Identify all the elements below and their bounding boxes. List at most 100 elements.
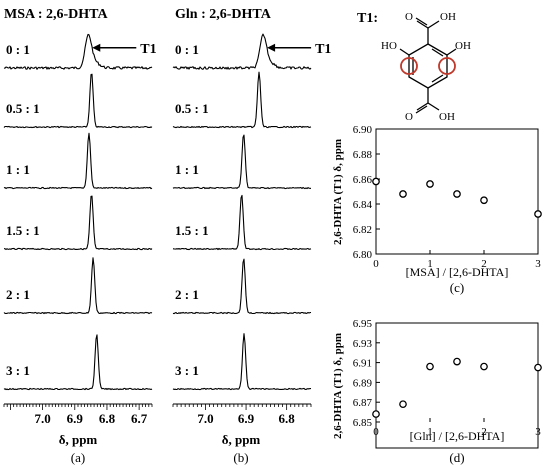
t1-arrow-head: [267, 43, 276, 52]
x-tick-label: 0: [373, 258, 379, 270]
panel-a-title: MSA : 2,6-DHTA: [4, 7, 108, 22]
spectrum-0p51: [172, 71, 312, 129]
t1-label: T1: [140, 42, 156, 57]
x-tick-label: 2: [481, 426, 487, 438]
ratio-label: 3 : 1: [6, 363, 30, 378]
t1-arrow-head: [92, 43, 101, 52]
x-axis-label-c: [MSA] / [2,6-DHTA]: [406, 265, 509, 279]
ratio-label: 1.5 : 1: [6, 223, 40, 238]
y-tick-label: 6.80: [353, 249, 373, 261]
y-tick-label: 6.82: [353, 224, 372, 236]
x-tick-label: 1: [427, 426, 433, 438]
x-axis-label-d: [Gln] / [2,6-DHTA]: [410, 429, 505, 443]
top-carbonyl-o: O: [405, 11, 413, 23]
ratio-label: 0 : 1: [175, 42, 199, 57]
plot-frame-c: [375, 128, 539, 255]
y-tick-label: 6.88: [353, 149, 373, 161]
dhta-structure: T1: O OH HO OH O: [357, 11, 471, 123]
y-tick-label: 6.91: [353, 358, 372, 370]
x-tick-label: 2: [481, 258, 487, 270]
ratio-label: 1 : 1: [6, 162, 30, 177]
y-axis-label-d: 2,6-DHTA (T1) δ, ppm: [332, 333, 344, 439]
tick-label: 6.7: [131, 411, 148, 426]
x-tick-label: 1: [427, 258, 433, 270]
shift-plot-gln: 6.85 6.87 6.89 6.91 6.93 6.95 0 1 2 3 2,6-DHTA (T…: [332, 318, 542, 465]
panel-label-d: (d): [449, 450, 464, 465]
data-point: [480, 196, 488, 205]
plot-area-d: 6.85 6.87 6.89 6.91 6.93 6.95 0 1 2 3: [353, 318, 542, 438]
y-tick-label: 6.87: [353, 397, 373, 409]
spectra-stack-a: 0 : 1 T1 0.5 : 1 1 : 1 1.5 : 1 2 : 1 3 : 1: [3, 33, 157, 391]
y-axis-label-c: 2,6-DHTA (T1) δ, ppm: [332, 139, 344, 245]
left-hydroxyl: HO: [381, 40, 397, 52]
structure-label: T1:: [357, 11, 378, 26]
x-tick-label: 3: [535, 258, 541, 270]
plot-area-c: 6.80 6.82 6.84 6.86 6.88 6.90 0 1 2 3: [353, 124, 542, 270]
ratio-label: 2 : 1: [175, 287, 199, 302]
spectrum-0p51: [3, 73, 153, 129]
top-carboxyl: O OH: [405, 11, 456, 44]
x-axis-a: 7.0 6.9 6.8 6.7: [3, 403, 153, 426]
nmr-panel-msa: MSA : 2,6-DHTA 0 : 1 T1 0.5 : 1 1 : 1 1.5 : …: [3, 7, 157, 465]
x-tick-label: 0: [373, 426, 379, 438]
x-tick-label: 3: [535, 426, 541, 438]
spectrum-01: [172, 33, 312, 70]
tick-label: 6.9: [67, 411, 84, 426]
plot-frame-d: [375, 322, 539, 449]
bottom-carbonyl-o: O: [405, 111, 413, 123]
y-tick-label: 6.86: [353, 174, 373, 186]
ratio-label: 0.5 : 1: [175, 101, 209, 116]
data-point: [534, 210, 542, 218]
y-tick-label: 6.85: [353, 417, 373, 429]
ratio-label: 1 : 1: [175, 162, 199, 177]
data-point: [372, 177, 380, 186]
right-hydroxyl: OH: [455, 40, 471, 52]
spectrum-11: [172, 134, 312, 190]
spectrum-21: [172, 258, 312, 315]
t1-proton-marker-left: [400, 57, 418, 75]
panel-b-title: Gln : 2,6-DHTA: [175, 7, 272, 22]
y-tick-label: 6.90: [353, 124, 373, 136]
spectra-stack-b: 0 : 1 T1 0.5 : 1 1 : 1 1.5 : 1 2 : 1 3 : 1: [172, 33, 331, 391]
bottom-carboxyl: O OH: [405, 88, 455, 123]
ratio-label: 1.5 : 1: [175, 223, 209, 238]
data-point: [372, 410, 380, 418]
spectrum-01: [3, 33, 153, 70]
tick-label: 6.8: [279, 411, 296, 426]
panel-label-c: (c): [450, 280, 464, 295]
tick-label: 6.9: [238, 411, 255, 426]
data-point: [453, 357, 461, 366]
ratio-label: 3 : 1: [175, 363, 199, 378]
ratio-label: 0.5 : 1: [6, 101, 40, 116]
x-axis-label-b: δ, ppm: [222, 432, 261, 447]
spectrum-11: [3, 132, 153, 190]
panel-label-a: (a): [71, 450, 85, 465]
data-point: [399, 400, 407, 409]
y-tick-label: 6.95: [353, 318, 373, 330]
ratio-label: 0 : 1: [6, 42, 30, 57]
t1-label: T1: [315, 42, 331, 57]
spectrum-1p51: [4, 195, 153, 251]
x-axis-label-a: δ, ppm: [59, 432, 98, 447]
ring-hydroxyls: HO OH: [381, 40, 471, 56]
spectrum-21: [3, 257, 153, 315]
data-point: [534, 363, 542, 372]
tick-label: 6.8: [99, 411, 116, 426]
top-hydroxyl: OH: [440, 11, 456, 23]
nmr-panel-gln: Gln : 2,6-DHTA 0 : 1 T1 0.5 : 1 1 : 1 1.5 : …: [172, 7, 331, 465]
ratio-label: 2 : 1: [6, 287, 30, 302]
data-point: [426, 362, 434, 371]
tick-label: 7.0: [197, 411, 213, 426]
y-tick-label: 6.89: [353, 377, 373, 389]
y-tick-label: 6.93: [353, 338, 373, 350]
data-point: [426, 180, 434, 188]
shift-plot-msa: 6.80 6.82 6.84 6.86 6.88 6.90 0 1 2 3 2,6-DHTA (T…: [332, 124, 542, 295]
t1-proton-marker-right: [438, 57, 456, 75]
data-point: [453, 190, 461, 198]
spectrum-31: [3, 334, 153, 391]
panel-label-b: (b): [233, 450, 248, 465]
spectrum-31: [172, 333, 312, 391]
benzene-ring: [408, 43, 448, 89]
data-point: [480, 362, 488, 371]
